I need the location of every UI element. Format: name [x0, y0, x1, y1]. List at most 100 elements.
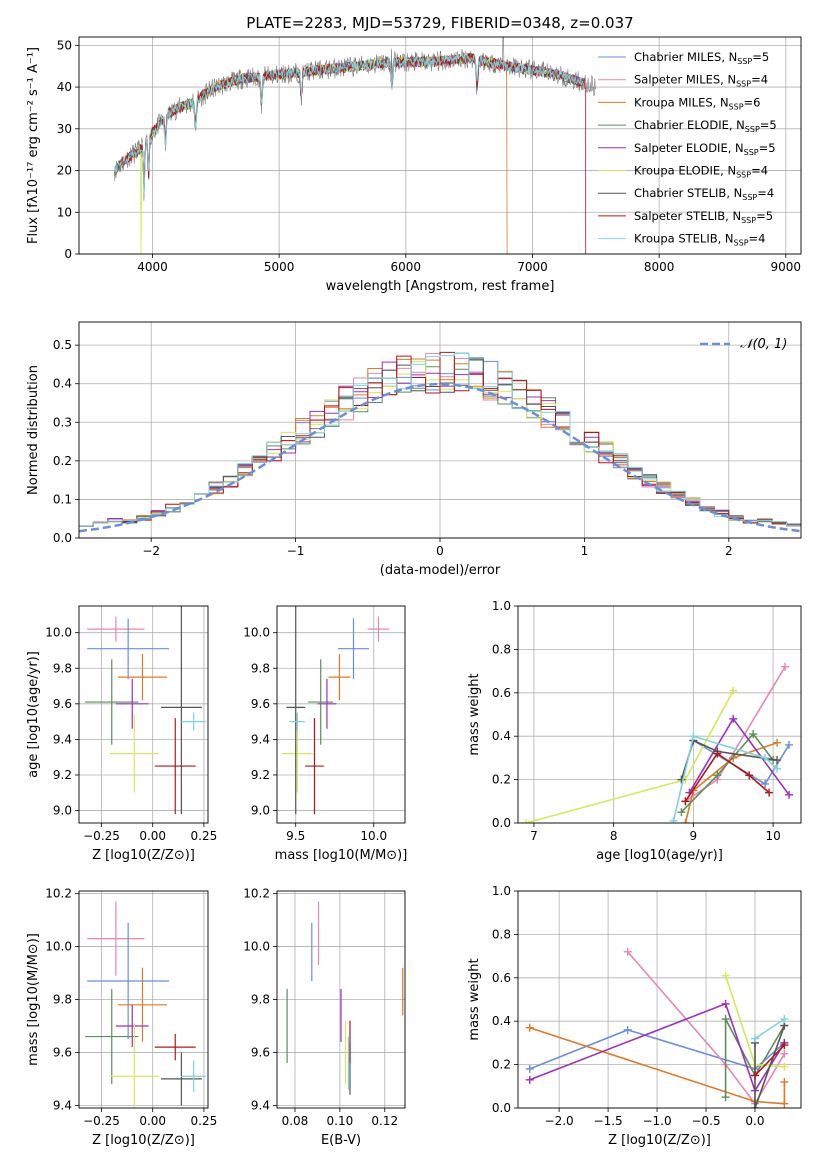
model-line-salpeter-stelib [114, 53, 587, 254]
x-tick-label: 0.08 [282, 1114, 309, 1128]
mass_vs_EBV-points [286, 901, 404, 1095]
legend-entry: Chabrier STELIB, NSSP=4 [634, 186, 774, 202]
x-tick-label: 9000 [771, 260, 802, 274]
x-tick-label: −1.5 [594, 1114, 623, 1128]
x-tick-label: 5000 [264, 260, 295, 274]
y-tick-label: 30 [57, 122, 72, 136]
age_vs_Z-grid [79, 606, 208, 823]
x-tick-label: 0 [436, 544, 444, 558]
y-tick-label: 9.4 [53, 732, 72, 746]
y-tick-label: 9.6 [251, 1045, 270, 1059]
y-tick-label: 50 [57, 38, 72, 52]
x-axis-label: E(B-V) [321, 1133, 361, 1148]
x-tick-label: 9.5 [286, 829, 305, 843]
spectrum-lines [114, 37, 597, 254]
massweight_vs_age-series [521, 662, 794, 823]
legend-entry: Chabrier ELODIE, NSSP=5 [634, 118, 777, 134]
x-tick-label: 1 [581, 544, 589, 558]
age_vs_Z-points [85, 606, 206, 815]
y-tick-label: 0.4 [53, 377, 72, 391]
legend-entry: 𝒩(0, 1) [740, 337, 787, 352]
y-axis-label: Normed distribution [26, 365, 41, 495]
mass_vs_Z-points [85, 901, 206, 1108]
x-tick-label: 0.25 [191, 829, 218, 843]
x-tick-label: −2.0 [545, 1114, 574, 1128]
x-tick-label: −2 [142, 544, 160, 558]
x-tick-label: 6000 [391, 260, 422, 274]
y-tick-label: 0.4 [492, 729, 511, 743]
age_vs_mass-points [281, 606, 390, 815]
y-tick-label: 9.4 [53, 1098, 72, 1112]
x-tick-label: 2 [725, 544, 733, 558]
model-line-kroupa-elodie [114, 52, 583, 254]
age_vs_mass-frame [276, 605, 406, 824]
y-tick-label: 20 [57, 164, 72, 178]
y-tick-label: 10 [57, 205, 72, 219]
y-tick-label: 0.8 [492, 642, 511, 656]
x-tick-label: 7000 [517, 260, 548, 274]
x-tick-label: 0.10 [327, 1114, 354, 1128]
y-tick-label: 0.2 [492, 1058, 511, 1072]
legend-entry: Salpeter ELODIE, NSSP=5 [634, 141, 776, 157]
y-tick-label: 9.8 [251, 661, 270, 675]
y-tick-label: 10.0 [45, 940, 72, 954]
y-tick-label: 0.0 [492, 1101, 511, 1115]
mass_vs_Z-frame [78, 890, 209, 1109]
weight-line [525, 690, 734, 823]
x-axis-label: age [log10(age/yr)] [596, 848, 723, 863]
y-tick-label: 0.4 [492, 1014, 511, 1028]
y-tick-label: 0.6 [492, 686, 511, 700]
y-tick-label: 0.1 [53, 492, 72, 506]
massweight_vs_age-frame [517, 605, 802, 824]
histograms [79, 351, 801, 538]
weight-line [754, 1018, 785, 1040]
chart-title: PLATE=2283, MJD=53729, FIBERID=0348, z=0… [246, 14, 633, 32]
legend-entry: Salpeter STELIB, NSSP=5 [634, 209, 773, 225]
x-tick-label: 0.0 [745, 1114, 764, 1128]
legend-entry: Kroupa ELODIE, NSSP=4 [634, 164, 768, 180]
y-tick-label: 0.2 [53, 454, 72, 468]
model-line-kroupa-miles [114, 53, 508, 254]
x-tick-label: −0.5 [691, 1114, 720, 1128]
x-tick-label: 10.0 [360, 829, 387, 843]
weight-line [754, 1044, 785, 1077]
x-axis-label: mass [log10(M/M⊙)] [275, 848, 408, 863]
x-tick-label: 0.00 [139, 829, 166, 843]
hist-kroupa-stelib [79, 352, 801, 538]
x-tick-label: −0.25 [83, 829, 120, 843]
x-axis-label: Z [log10(Z/Z⊙)] [608, 1133, 711, 1148]
y-tick-label: 0.2 [492, 773, 511, 787]
y-tick-label: 9.8 [251, 993, 270, 1007]
y-tick-label: 40 [57, 80, 72, 94]
weight-line [672, 735, 778, 821]
y-tick-label: 1.0 [492, 884, 511, 898]
y-tick-label: 0.0 [53, 531, 72, 545]
y-tick-label: 10.2 [45, 887, 72, 901]
y-tick-label: 9.2 [251, 768, 270, 782]
y-tick-label: 0.3 [53, 415, 72, 429]
legend-entry: Kroupa MILES, NSSP=6 [634, 95, 760, 111]
y-tick-label: 1.0 [492, 599, 511, 613]
y-tick-label: 9.0 [53, 804, 72, 818]
x-axis-label: Z [log10(Z/Z⊙)] [92, 1133, 195, 1148]
y-tick-label: 9.2 [53, 768, 72, 782]
weight-line [529, 1026, 786, 1105]
weight-line [684, 666, 786, 802]
weight-line [754, 1025, 786, 1108]
y-tick-label: 9.8 [53, 661, 72, 675]
spectrum-legend: Chabrier MILES, NSSP=5 Salpeter MILES, NS… [598, 50, 777, 248]
x-tick-label: −1.0 [642, 1114, 671, 1128]
y-axis-label: mass [log10(M/M⊙)] [26, 933, 41, 1066]
mass_vs_EBV-frame [276, 890, 406, 1109]
age_vs_Z-frame [78, 605, 209, 824]
x-tick-label: −0.25 [83, 1114, 120, 1128]
y-axis-label: mass weight [467, 673, 482, 755]
normal-curve [79, 382, 801, 533]
y-tick-label: 9.4 [251, 1098, 270, 1112]
y-tick-label: 9.4 [251, 732, 270, 746]
model-line-chabrier-miles [114, 53, 583, 185]
x-tick-label: 10 [765, 829, 780, 843]
x-tick-label: 7 [530, 829, 538, 843]
y-tick-label: 0.8 [492, 927, 511, 941]
legend-entry: Chabrier MILES, NSSP=5 [634, 50, 769, 66]
